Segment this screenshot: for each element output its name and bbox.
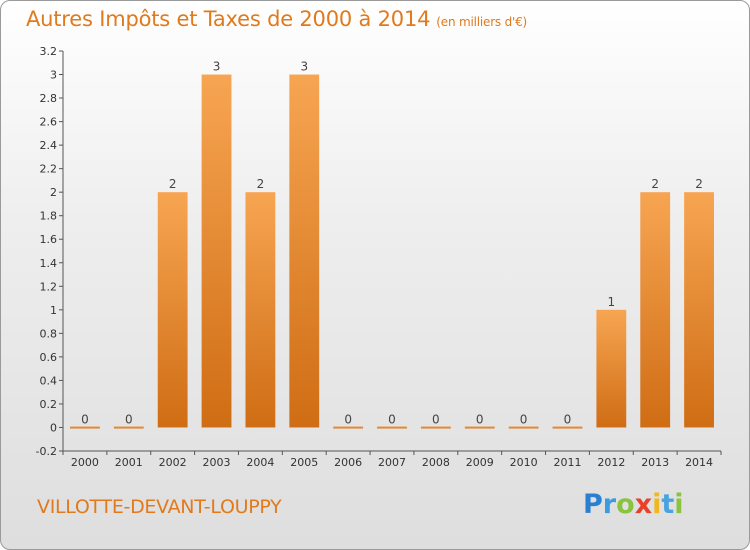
bar — [640, 192, 671, 428]
x-tick-label: 2000 — [71, 456, 99, 469]
x-tick-label: 2007 — [378, 456, 406, 469]
logo-letter: i — [674, 489, 684, 520]
bar — [420, 426, 451, 429]
x-tick-label: 2008 — [422, 456, 450, 469]
bar — [508, 426, 539, 429]
x-tick-label: 2006 — [334, 456, 362, 469]
data-label: 3 — [213, 60, 221, 74]
y-tick-label: 1.8 — [40, 210, 58, 223]
logo-letter: i — [652, 489, 662, 520]
data-label: 2 — [257, 177, 265, 191]
y-tick-label: 0 — [50, 421, 57, 434]
chart-title: Autres Impôts et Taxes de 2000 à 2014 (en… — [26, 7, 527, 31]
logo-letter: x — [634, 489, 653, 520]
bar — [684, 192, 714, 428]
data-label: 0 — [388, 412, 396, 426]
x-tick-label: 2014 — [685, 456, 713, 469]
y-tick-label: 0.2 — [40, 398, 58, 411]
y-tick-label: 1.2 — [40, 280, 58, 293]
x-tick-label: 2004 — [246, 456, 274, 469]
data-label: 0 — [564, 412, 572, 426]
title-unit: (en milliers d'€) — [436, 15, 528, 29]
logo-letter: P — [583, 489, 603, 520]
y-tick-label: 3.2 — [40, 45, 58, 58]
bar — [70, 426, 100, 429]
y-tick-label: 0.6 — [40, 351, 58, 364]
bar — [157, 192, 188, 428]
data-label: 2 — [651, 177, 659, 191]
data-label: 0 — [125, 412, 133, 426]
bar — [464, 426, 495, 429]
data-label: 3 — [300, 60, 308, 74]
y-tick-label: 1.6 — [40, 233, 58, 246]
y-tick-label: 2.8 — [40, 92, 58, 105]
x-tick-label: 2012 — [597, 456, 625, 469]
data-label: 0 — [432, 412, 440, 426]
y-tick-label: 1 — [50, 304, 57, 317]
bar — [113, 426, 144, 429]
bar — [289, 74, 320, 428]
data-label: 2 — [169, 177, 177, 191]
x-tick-label: 2011 — [553, 456, 581, 469]
data-label: 0 — [344, 412, 352, 426]
title-main: Autres Impôts et Taxes de 2000 à 2014 — [26, 7, 431, 31]
x-tick-label: 2002 — [159, 456, 187, 469]
logo-letter: r — [602, 489, 617, 520]
y-tick-label: -0.2 — [36, 445, 57, 458]
bar — [377, 426, 407, 429]
y-tick-label: 0.8 — [40, 327, 58, 340]
data-label: 0 — [81, 412, 89, 426]
y-tick-label: 2.4 — [40, 139, 58, 152]
x-tick-label: 2003 — [203, 456, 231, 469]
data-label: 0 — [520, 412, 528, 426]
bar — [245, 192, 276, 428]
logo-letter: t — [661, 489, 675, 520]
y-tick-label: 2.6 — [40, 116, 58, 129]
x-tick-label: 2001 — [115, 456, 143, 469]
bar — [596, 309, 627, 428]
x-tick-label: 2005 — [290, 456, 318, 469]
data-label: 0 — [476, 412, 484, 426]
x-tick-label: 2013 — [641, 456, 669, 469]
y-tick-label: 2 — [50, 186, 57, 199]
bar — [552, 426, 583, 429]
commune-name: VILLOTTE-DEVANT-LOUPPY — [37, 496, 282, 518]
y-tick-label: 1.4 — [40, 257, 58, 270]
bar — [333, 426, 364, 429]
data-label: 1 — [608, 295, 616, 309]
bar — [201, 74, 232, 428]
y-tick-label: 2.2 — [40, 163, 58, 176]
x-tick-label: 2009 — [466, 456, 494, 469]
data-label: 2 — [695, 177, 703, 191]
proxiti-logo: Proxiti — [583, 489, 684, 520]
x-tick-label: 2010 — [510, 456, 538, 469]
logo-letter: o — [616, 489, 635, 520]
y-tick-label: 3 — [50, 69, 57, 82]
y-tick-label: 0.4 — [40, 374, 58, 387]
